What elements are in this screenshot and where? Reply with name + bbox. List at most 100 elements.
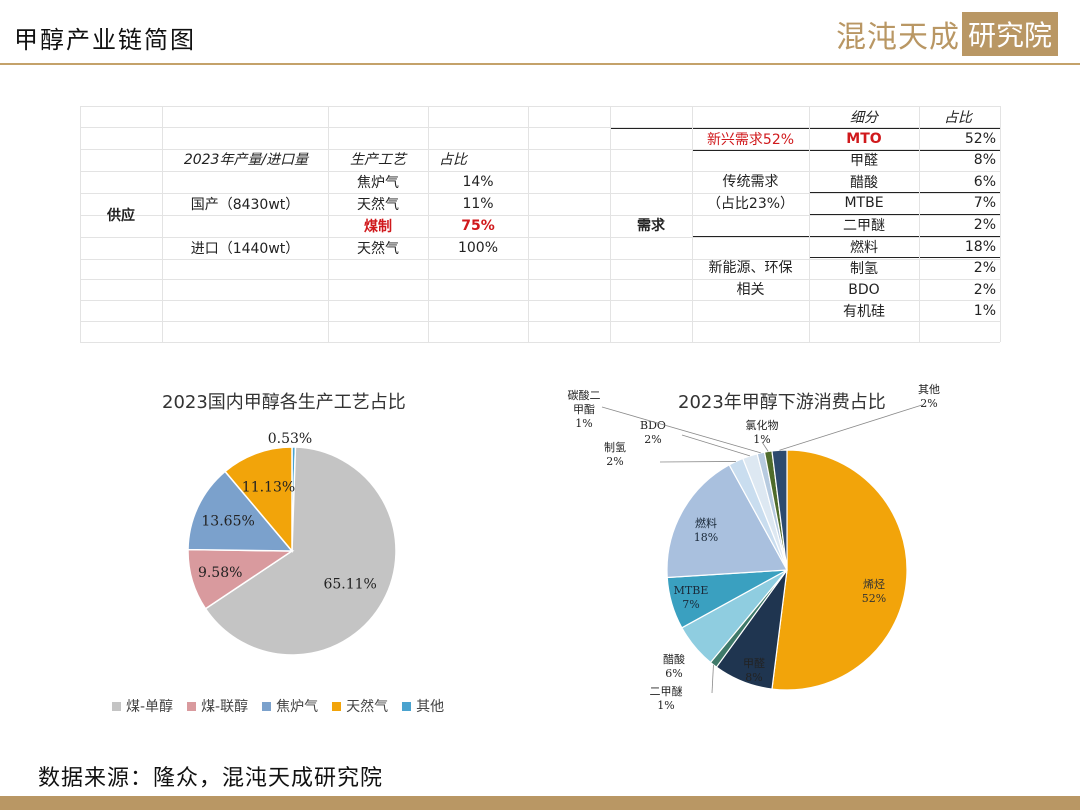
pie-data-label-line: 7%	[682, 598, 699, 611]
demand-item: 醋酸	[850, 174, 878, 191]
supply-share-highlight: 75%	[461, 218, 495, 234]
demand-share: 2%	[973, 217, 996, 233]
pie-data-label-line: 甲醛	[743, 656, 765, 670]
footer-bar	[0, 796, 1080, 810]
supply-source-import: 进口（1440wt）	[190, 241, 300, 257]
table-border	[692, 236, 1000, 237]
grid-line-horizontal	[80, 106, 1000, 107]
demand-share: 7%	[973, 195, 996, 211]
demand-share: 52%	[964, 130, 996, 147]
pie-data-label: 制氢 2%	[604, 440, 626, 468]
grid-line-horizontal	[80, 342, 1000, 343]
pie-data-label: 醋酸 6%	[663, 652, 685, 680]
demand-item: 二甲醚	[843, 218, 885, 234]
grid-line-vertical	[610, 106, 611, 342]
pie-data-label-line: 甲酯	[573, 403, 595, 416]
legend-item: 煤-单醇	[112, 696, 173, 716]
legend-swatch	[402, 701, 412, 711]
grid-line-vertical	[1000, 106, 1001, 342]
pie-slice-0	[204, 446, 397, 656]
pie-data-label: 氯化物 1%	[746, 418, 779, 446]
pie-data-label: 13.65%	[201, 514, 254, 530]
pie-data-label: MTBE 7%	[674, 584, 709, 611]
header: 甲醇产业链简图 混沌天成 研究院	[0, 0, 1080, 66]
pie-data-label: 燃料 18%	[694, 516, 718, 544]
supply-process: 天然气	[357, 241, 399, 257]
pie-slice-3	[223, 446, 293, 554]
demand-category-new-energy-line2: 相关	[736, 281, 765, 298]
spreadsheet-area: 2023年产量/进口量 生产工艺 占比 供应 国产（8430wt） 进口（144…	[80, 106, 1001, 343]
demand-item: 有机硅	[843, 303, 885, 320]
pie-data-label: 烯烃 52%	[862, 578, 886, 605]
supply-process: 焦炉气	[357, 175, 399, 191]
demand-category-new-energy: 新能源、环保 相关	[692, 236, 809, 321]
pie-data-label-line: BDO	[640, 419, 666, 432]
pie-slice-0	[771, 449, 908, 691]
table-border	[809, 214, 1000, 215]
supply-share: 14%	[462, 174, 494, 190]
supply-process-highlight: 煤制	[364, 219, 392, 235]
grid-line-horizontal	[80, 215, 1000, 216]
legend-swatch	[112, 701, 121, 711]
demand-category-new-energy-line1: 新能源、环保	[708, 259, 793, 276]
pie-data-label-line: 2%	[606, 455, 623, 468]
table-border	[809, 192, 1000, 193]
legend-item: 天然气	[332, 696, 388, 716]
demand-share: 2%	[973, 260, 996, 276]
table-border	[809, 257, 1000, 258]
pie-data-label: 65.11%	[323, 576, 376, 592]
demand-item: 制氢	[850, 261, 878, 277]
logo-box-text: 研究院	[961, 12, 1058, 56]
supply-header-volume: 2023年产量/进口量	[183, 151, 309, 168]
demand-category-traditional-line1: 传统需求	[722, 174, 779, 190]
grid-line-horizontal	[80, 193, 1000, 194]
legend-label: 焦炉气	[276, 699, 319, 715]
pie-leader-line	[659, 461, 736, 463]
grid-line-vertical	[692, 106, 693, 342]
grid-line-vertical	[162, 106, 163, 342]
header-divider	[0, 63, 1080, 65]
pie-leader-line	[681, 434, 751, 457]
pie-data-label-line: 碳酸二	[568, 388, 601, 402]
demand-group-label: 需求	[637, 217, 665, 234]
grid-line-horizontal	[80, 171, 1000, 172]
pie-data-label-line: 52%	[862, 592, 886, 605]
demand-share: 18%	[964, 238, 996, 255]
pie-data-label: 9.58%	[198, 565, 242, 581]
pie-slice-5	[666, 464, 788, 579]
demand-share: 6%	[973, 173, 996, 190]
legend-label: 煤-联醇	[201, 699, 249, 715]
grid-line-horizontal	[80, 259, 1000, 260]
table-border	[610, 128, 1000, 129]
pie-slice-2	[187, 470, 294, 552]
supply-share: 11%	[462, 196, 494, 212]
demand-category-traditional: 传统需求 （占比23%）	[692, 150, 809, 236]
legend-label: 其他	[416, 699, 445, 715]
table-border	[692, 150, 1000, 151]
pie-data-label-line: 6%	[665, 667, 682, 680]
pie-data-label-line: 8%	[745, 671, 762, 684]
pie-data-label-line: 制氢	[604, 440, 626, 454]
demand-category-emerging: 新兴需求52%	[706, 132, 795, 148]
grid-line-horizontal	[80, 149, 1000, 150]
logo-main-text: 混沌天成	[835, 20, 960, 55]
demand-item-highlight: MTO	[846, 130, 882, 147]
production-legend: 煤-单醇 煤-联醇 焦炉气 天然气 其他	[112, 696, 458, 716]
pie-data-label-line: 其他	[918, 383, 940, 396]
pie-data-label: 二甲醚 1%	[650, 684, 683, 712]
supply-source-domestic: 国产（8430wt）	[190, 197, 300, 213]
legend-label: 煤-单醇	[126, 699, 174, 715]
pie-leader-line	[761, 441, 769, 452]
grid-line-vertical	[328, 106, 329, 342]
chart-title-consumption: 2023年甲醇下游消费占比	[678, 392, 886, 413]
pie-data-label-line: 2%	[644, 433, 661, 446]
legend-item: 焦炉气	[262, 696, 318, 716]
demand-share: 8%	[973, 152, 996, 168]
grid-line-vertical	[528, 106, 529, 342]
supply-process: 天然气	[357, 197, 399, 213]
demand-share: 1%	[973, 302, 996, 319]
grid-line-horizontal	[80, 279, 1000, 280]
demand-category-traditional-line2: （占比23%）	[706, 196, 795, 212]
supply-header-process: 生产工艺	[350, 151, 406, 168]
demand-header-item: 细分	[850, 109, 878, 126]
